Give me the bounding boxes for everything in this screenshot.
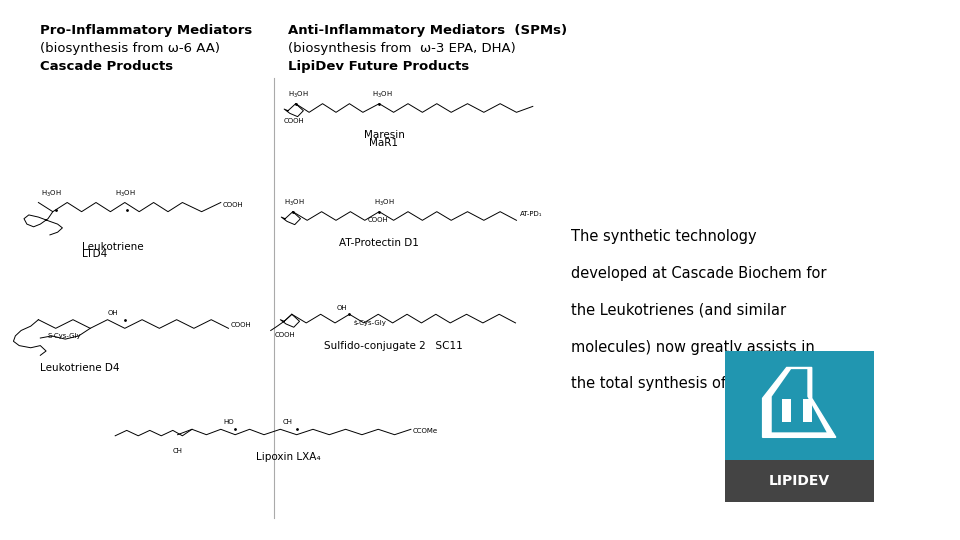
- Text: AT-PD₁: AT-PD₁: [520, 211, 542, 218]
- Text: COOH: COOH: [230, 322, 252, 328]
- Text: COOH: COOH: [223, 201, 244, 208]
- Text: Maresin: Maresin: [364, 130, 404, 140]
- Text: (biosynthesis from ω-6 AA): (biosynthesis from ω-6 AA): [40, 42, 220, 55]
- Text: the total synthesis of the SPMs.: the total synthesis of the SPMs.: [571, 376, 803, 392]
- Text: AT-Protectin D1: AT-Protectin D1: [339, 238, 420, 248]
- Text: H$_3$OH: H$_3$OH: [115, 188, 136, 199]
- Text: H$_3$OH: H$_3$OH: [41, 188, 62, 199]
- Text: CH: CH: [173, 448, 182, 454]
- FancyBboxPatch shape: [782, 399, 791, 422]
- Text: H$_3$OH: H$_3$OH: [288, 90, 309, 100]
- Text: Sulfido-conjugate 2   SC11: Sulfido-conjugate 2 SC11: [324, 341, 463, 352]
- FancyBboxPatch shape: [725, 351, 874, 460]
- Text: COOH: COOH: [275, 332, 296, 338]
- Text: LipiDev Future Products: LipiDev Future Products: [288, 60, 469, 73]
- Text: COOH: COOH: [368, 217, 389, 223]
- Text: The synthetic technology: The synthetic technology: [571, 230, 756, 245]
- Text: Lipoxin LXA₄: Lipoxin LXA₄: [255, 452, 321, 462]
- Text: H$_3$OH: H$_3$OH: [372, 90, 394, 100]
- Polygon shape: [762, 368, 836, 437]
- Text: HO: HO: [223, 419, 234, 425]
- Text: COOH: COOH: [283, 118, 304, 124]
- Text: the Leukotrienes (and similar: the Leukotrienes (and similar: [571, 303, 786, 318]
- Text: developed at Cascade Biochem for: developed at Cascade Biochem for: [571, 266, 827, 281]
- Text: Anti-Inflammatory Mediators  (SPMs): Anti-Inflammatory Mediators (SPMs): [288, 24, 567, 37]
- Text: MaR1: MaR1: [370, 138, 398, 148]
- Text: Leukotriene D4: Leukotriene D4: [40, 363, 120, 373]
- Text: (biosynthesis from  ω-3 EPA, DHA): (biosynthesis from ω-3 EPA, DHA): [288, 42, 516, 55]
- Text: molecules) now greatly assists in: molecules) now greatly assists in: [571, 340, 815, 355]
- Text: LIPIDEV: LIPIDEV: [769, 474, 829, 488]
- Text: Pro-Inflammatory Mediators: Pro-Inflammatory Mediators: [40, 24, 252, 37]
- Text: ṡ-Cys-Gly: ṡ-Cys-Gly: [353, 320, 386, 326]
- Text: Cascade Products: Cascade Products: [40, 60, 174, 73]
- Text: LTD4: LTD4: [82, 249, 107, 260]
- Text: OH: OH: [108, 310, 119, 316]
- Text: H$_3$OH: H$_3$OH: [284, 198, 305, 208]
- Text: S-Cys-Gly: S-Cys-Gly: [48, 333, 82, 339]
- Text: OH: OH: [336, 305, 348, 310]
- FancyBboxPatch shape: [725, 460, 874, 502]
- Text: CCOMe: CCOMe: [413, 428, 438, 435]
- Text: Leukotriene: Leukotriene: [82, 242, 143, 252]
- Text: H$_3$OH: H$_3$OH: [374, 198, 396, 208]
- FancyBboxPatch shape: [803, 399, 812, 422]
- Polygon shape: [772, 369, 827, 433]
- Text: CH: CH: [283, 419, 293, 425]
